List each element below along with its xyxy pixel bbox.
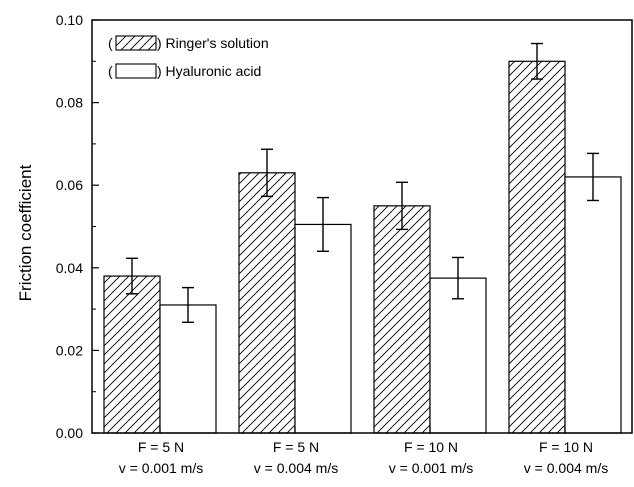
- x-category-label: F = 10 N: [539, 439, 593, 455]
- y-tick-label: 0.02: [56, 342, 83, 358]
- legend-swatch: [115, 63, 157, 79]
- y-tick-label: 0.04: [56, 260, 83, 276]
- legend-open-paren: (: [108, 63, 113, 79]
- x-category-label: v = 0.004 m/s: [524, 460, 608, 476]
- y-tick-label: 0.06: [56, 177, 83, 193]
- plot-frame: [91, 19, 633, 434]
- legend: ( ) Ringer's solution ( ) Hyaluronic acid: [108, 35, 269, 79]
- bar-hyaluronic: [429, 277, 487, 434]
- bar-hyaluronic: [294, 223, 352, 434]
- bar-hyaluronic: [564, 176, 622, 434]
- x-category-label: v = 0.001 m/s: [119, 460, 203, 476]
- x-category-label: v = 0.001 m/s: [389, 460, 473, 476]
- y-tick-label: 0.10: [56, 12, 83, 28]
- y-axis-title: Friction coefficient: [16, 164, 35, 301]
- bar-ringers: [238, 172, 296, 434]
- legend-open-paren: (: [108, 35, 113, 51]
- x-category-label: F = 10 N: [404, 439, 458, 455]
- bar-ringers: [373, 205, 431, 434]
- y-tick-label: 0.00: [56, 425, 83, 441]
- x-axis-labels: F = 5 N v = 0.001 m/s F = 5 N v = 0.004 m/s…: [119, 427, 608, 476]
- bar-ringers: [103, 275, 161, 434]
- bar-hyaluronic: [159, 304, 217, 434]
- y-tick-label: 0.08: [56, 95, 83, 111]
- error-bars-layer: [126, 42, 599, 324]
- x-category-label: v = 0.004 m/s: [254, 460, 338, 476]
- x-category-label: F = 5 N: [273, 439, 319, 455]
- y-axis-ticks: 0.00 0.02 0.04 0.06 0.08 0.10: [56, 12, 99, 441]
- legend-label: ) Ringer's solution: [157, 35, 269, 51]
- legend-swatch: [115, 35, 157, 51]
- x-category-label: F = 5 N: [138, 439, 184, 455]
- bars-layer: [103, 60, 622, 434]
- legend-label: ) Hyaluronic acid: [157, 63, 261, 79]
- bar-ringers: [508, 60, 566, 434]
